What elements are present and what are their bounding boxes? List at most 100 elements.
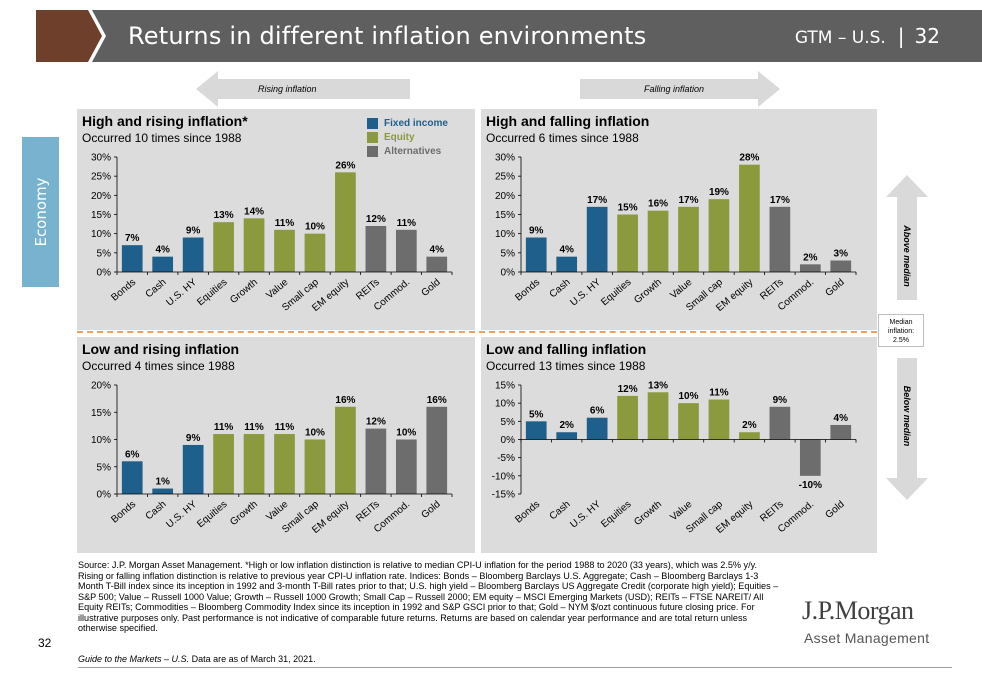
y-tick-label: 5% xyxy=(501,417,516,428)
y-tick-label: 15% xyxy=(495,210,515,221)
x-tick-label: Equities xyxy=(599,499,633,530)
panel-subtitle: Occurred 10 times since 1988 xyxy=(82,131,242,145)
x-tick-label: Gold xyxy=(419,277,442,299)
x-tick-label: REITs xyxy=(758,499,786,525)
y-tick-label: 25% xyxy=(495,172,515,183)
bar xyxy=(769,406,791,440)
bar xyxy=(274,434,295,494)
data-label: 4% xyxy=(559,245,574,256)
data-label: 1% xyxy=(155,477,170,488)
y-tick-label: 10% xyxy=(495,229,515,240)
data-label: 13% xyxy=(648,380,668,391)
bar xyxy=(335,172,356,272)
data-label: 6% xyxy=(590,406,605,417)
data-label: 4% xyxy=(155,245,170,256)
x-tick-label: U.S. HY xyxy=(568,499,603,531)
data-label: 17% xyxy=(587,195,607,206)
panel-title: High and rising inflation* xyxy=(82,113,248,129)
header-banner xyxy=(0,10,982,62)
data-label: 11% xyxy=(275,218,295,229)
panel-high-rising: High and rising inflation* Occurred 10 t… xyxy=(77,109,475,330)
rising-arrow xyxy=(196,71,410,107)
bar xyxy=(395,229,417,272)
x-tick-label: Bonds xyxy=(513,277,542,304)
data-label: 5% xyxy=(529,409,544,420)
bar xyxy=(426,256,448,272)
x-tick-label: U.S. HY xyxy=(164,499,199,531)
bar xyxy=(525,421,547,440)
guide-title: Guide to the Markets – U.S. xyxy=(78,654,190,664)
data-label: 10% xyxy=(305,428,325,439)
data-label: 16% xyxy=(648,199,668,210)
bar xyxy=(586,206,608,272)
bar xyxy=(182,237,204,272)
bar xyxy=(586,417,608,440)
data-label: 3% xyxy=(834,249,849,260)
rising-inflation-label: Rising inflation xyxy=(258,84,317,94)
bar xyxy=(274,229,295,272)
x-tick-label: Bonds xyxy=(109,499,138,526)
data-label: 9% xyxy=(529,226,544,237)
above-arrow xyxy=(886,175,928,300)
x-tick-label: Growth xyxy=(632,277,664,306)
x-tick-label: Cash xyxy=(144,499,169,522)
logo-subtitle: Asset Management xyxy=(804,630,930,646)
y-tick-label: 15% xyxy=(91,210,111,221)
data-label: 14% xyxy=(244,206,264,217)
bar xyxy=(830,424,852,440)
panel-title: Low and rising inflation xyxy=(82,341,240,357)
bar xyxy=(365,428,387,494)
page-title: Returns in different inflation environme… xyxy=(128,22,647,50)
bar xyxy=(556,256,578,272)
y-tick-label: 30% xyxy=(495,153,515,164)
legend-label: Fixed income xyxy=(384,118,448,130)
y-tick-label: 20% xyxy=(495,191,515,202)
bar xyxy=(799,439,821,476)
bar xyxy=(152,488,174,494)
y-tick-label: 15% xyxy=(91,408,111,419)
data-label: 16% xyxy=(335,395,355,406)
panel-subtitle: Occurred 13 times since 1988 xyxy=(486,359,646,373)
bar xyxy=(617,395,638,440)
data-label: 4% xyxy=(430,245,445,256)
x-tick-label: Cash xyxy=(548,277,573,300)
bar xyxy=(152,256,174,272)
y-tick-label: 5% xyxy=(501,248,516,259)
data-label: 28% xyxy=(739,153,759,164)
x-tick-label: Gold xyxy=(419,499,442,521)
data-label: 12% xyxy=(366,417,386,428)
bar xyxy=(395,439,417,494)
data-label: 10% xyxy=(678,391,698,402)
x-tick-label: U.S. HY xyxy=(164,277,199,309)
bar xyxy=(830,260,852,272)
data-label: 15% xyxy=(618,203,638,214)
legend-item-alternatives: Alternatives xyxy=(367,146,448,160)
legend-swatch xyxy=(367,118,378,129)
bar xyxy=(426,406,448,494)
bar xyxy=(739,164,760,272)
data-label: 10% xyxy=(396,428,416,439)
y-tick-label: 0% xyxy=(501,435,516,446)
gtm-label: GTM – U.S. xyxy=(794,28,886,48)
x-tick-label: Growth xyxy=(228,499,260,528)
median-line3: 2.5% xyxy=(893,337,909,344)
data-label: 11% xyxy=(244,422,264,433)
x-tick-label: Cash xyxy=(144,277,169,300)
bar xyxy=(708,399,730,440)
bar xyxy=(243,434,265,494)
x-tick-label: Value xyxy=(668,499,694,524)
data-label: 2% xyxy=(742,420,757,431)
header-separator: | xyxy=(897,24,905,48)
panel-subtitle: Occurred 6 times since 1988 xyxy=(486,131,639,145)
economy-tab[interactable]: Economy xyxy=(22,137,59,287)
data-label: 11% xyxy=(397,218,417,229)
chart-low-falling: -15% -10% -5% 0% 5% 10% 15% 5% 2% 6% 12% 13% 10% 11% 2… xyxy=(492,380,857,536)
y-tick-label: 10% xyxy=(91,229,111,240)
x-tick-label: Cash xyxy=(548,499,573,522)
falling-inflation-label: Falling inflation xyxy=(644,84,705,94)
bar xyxy=(525,237,547,272)
x-tick-label: Gold xyxy=(823,499,846,521)
y-tick-label: 10% xyxy=(91,435,111,446)
below-median-label: Below median xyxy=(902,385,912,447)
legend-swatch xyxy=(367,132,378,143)
